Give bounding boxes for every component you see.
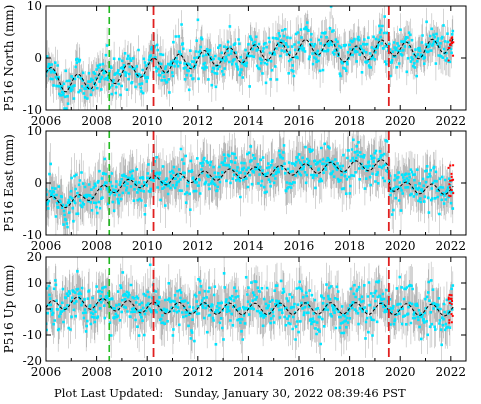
y-tick-label: 0 xyxy=(34,176,42,190)
recent-point xyxy=(450,37,453,40)
recent-point xyxy=(448,319,451,322)
x-tick-label: 2020 xyxy=(385,365,416,379)
footer-timestamp: Sunday, January 30, 2022 08:39:46 PST xyxy=(174,386,406,400)
recent-point xyxy=(449,297,452,300)
recent-point xyxy=(452,54,455,57)
recent-point xyxy=(451,300,454,303)
x-tick-label: 2010 xyxy=(132,114,163,128)
recent-point xyxy=(451,179,454,182)
recent-point xyxy=(449,44,452,47)
recent-point xyxy=(447,166,450,169)
x-tick-label: 2014 xyxy=(233,114,264,128)
recent-point xyxy=(450,172,453,175)
y-tick-label: -20 xyxy=(23,354,42,368)
x-tick-label: 2012 xyxy=(183,239,214,253)
recent-point xyxy=(448,194,451,197)
x-tick-label: 2008 xyxy=(81,239,112,253)
recent-point xyxy=(449,164,452,167)
x-tick-label: 2006 xyxy=(31,239,62,253)
x-tick-label: 2008 xyxy=(81,365,112,379)
recent-point xyxy=(448,321,451,324)
recent-point xyxy=(451,314,454,317)
recent-point xyxy=(449,195,452,198)
x-tick-label: 2010 xyxy=(132,239,163,253)
recent-point xyxy=(449,179,452,182)
y-axis-label: P516 North (mm) xyxy=(2,5,16,112)
recent-point xyxy=(450,189,453,192)
recent-point xyxy=(448,301,451,304)
x-tick-label: 2022 xyxy=(436,365,467,379)
x-tick-label: 2014 xyxy=(233,365,264,379)
recent-point xyxy=(450,175,453,178)
recent-point xyxy=(448,186,451,189)
y-axis-label: P516 Up (mm) xyxy=(2,265,16,354)
x-tick-label: 2016 xyxy=(284,365,315,379)
plot-area-3 xyxy=(46,257,455,361)
x-tick-label: 2018 xyxy=(334,365,365,379)
recent-point xyxy=(452,192,455,195)
x-tick-label: 2020 xyxy=(385,239,416,253)
y-tick-label: 10 xyxy=(27,0,42,13)
recent-point xyxy=(450,41,453,44)
y-tick-label: 0 xyxy=(34,51,42,65)
recent-point xyxy=(449,39,452,42)
panel-1: 2006 2008 2010 2012 2014 2016 2018 2020 2022 -10 0… xyxy=(2,0,467,128)
recent-point xyxy=(447,59,450,62)
x-tick-label: 2016 xyxy=(284,114,315,128)
x-tick-label: 2018 xyxy=(334,239,365,253)
x-tick-label: 2020 xyxy=(385,114,416,128)
recent-point xyxy=(450,294,453,297)
trend-line xyxy=(46,38,454,93)
panel-2: 2006 2008 2010 2012 2014 2016 2018 2020 2022 -10 0… xyxy=(2,124,467,253)
x-tick-label: 2008 xyxy=(81,114,112,128)
recent-point xyxy=(450,321,453,324)
recent-point xyxy=(450,303,453,306)
x-tick-label: 2012 xyxy=(183,114,214,128)
recent-point xyxy=(448,46,451,49)
recent-point xyxy=(452,164,455,167)
y-tick-label: -10 xyxy=(23,228,42,242)
plot-area-2 xyxy=(46,131,455,235)
y-tick-label: 10 xyxy=(27,124,42,138)
recent-point xyxy=(447,298,450,301)
plot-area-1 xyxy=(46,6,455,110)
x-tick-label: 2010 xyxy=(132,365,163,379)
recent-point xyxy=(448,293,451,296)
x-tick-label: 2006 xyxy=(31,114,62,128)
error-bars xyxy=(46,131,454,235)
recent-point xyxy=(448,183,451,186)
x-tick-label: 2006 xyxy=(31,365,62,379)
x-tick-label: 2022 xyxy=(436,114,467,128)
trend-line xyxy=(46,296,454,317)
recent-point xyxy=(450,313,453,316)
x-tick-label: 2016 xyxy=(284,239,315,253)
y-tick-label: -10 xyxy=(23,328,42,342)
x-tick-label: 2018 xyxy=(334,114,365,128)
recent-point xyxy=(451,36,454,39)
y-tick-label: -10 xyxy=(23,103,42,117)
y-tick-label: 20 xyxy=(27,250,42,264)
recent-point xyxy=(452,178,455,181)
x-tick-label: 2014 xyxy=(233,239,264,253)
x-tick-label: 2012 xyxy=(183,365,214,379)
panel-3: 2006 2008 2010 2012 2014 2016 2018 2020 2022-20-… xyxy=(2,250,467,379)
y-tick-label: 10 xyxy=(27,276,42,290)
footer-label: Plot Last Updated: xyxy=(54,386,164,400)
data-points xyxy=(46,263,455,347)
x-tick-label: 2022 xyxy=(436,239,467,253)
recent-point xyxy=(452,41,455,44)
recent-point xyxy=(447,296,450,299)
plot-footer: Plot Last Updated: Sunday, January 30, 2… xyxy=(54,386,406,400)
trend-line xyxy=(46,159,454,209)
y-axis-label: P516 East (mm) xyxy=(2,134,16,232)
y-tick-label: 0 xyxy=(34,302,42,316)
